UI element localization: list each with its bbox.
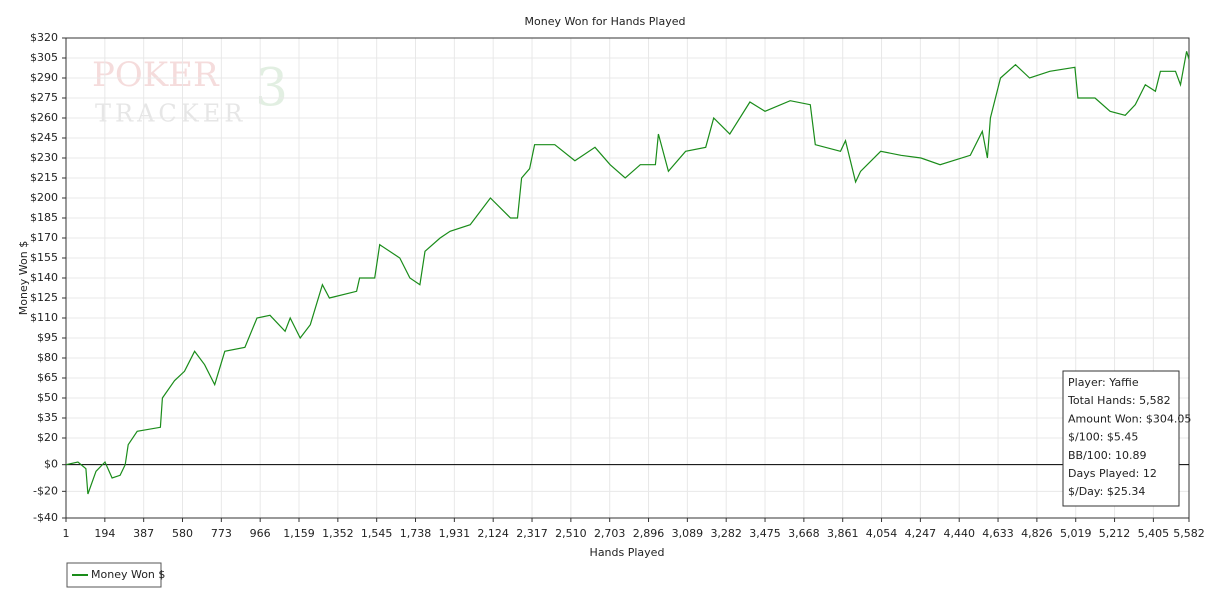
- y-axis-label: Money Won $: [17, 241, 30, 315]
- x-tick-label: 1: [63, 527, 70, 540]
- x-tick-label: 5,582: [1173, 527, 1205, 540]
- y-tick-label: $170: [30, 231, 58, 244]
- y-tick-label: $275: [30, 91, 58, 104]
- y-tick-label: $155: [30, 251, 58, 264]
- y-tick-label: $50: [37, 391, 58, 404]
- x-tick-label: 5,405: [1138, 527, 1170, 540]
- x-tick-label: 5,019: [1060, 527, 1092, 540]
- y-tick-label: $125: [30, 291, 58, 304]
- x-tick-label: 2,124: [477, 527, 509, 540]
- x-tick-label: 2,896: [633, 527, 665, 540]
- plot-frame: [65, 37, 1190, 519]
- x-tick-label: 387: [133, 527, 154, 540]
- x-tick-label: 3,089: [672, 527, 704, 540]
- x-tick-label: 2,510: [555, 527, 587, 540]
- x-tick-label: 1,352: [322, 527, 354, 540]
- x-tick-label: 2,317: [516, 527, 548, 540]
- y-tick-label: $65: [37, 371, 58, 384]
- y-tick-label: $185: [30, 211, 58, 224]
- y-tick-label: $35: [37, 411, 58, 424]
- x-tick-label: 966: [250, 527, 271, 540]
- x-tick-label: 1,931: [439, 527, 471, 540]
- chart-title: Money Won for Hands Played: [525, 15, 686, 28]
- x-tick-label: 4,826: [1021, 527, 1053, 540]
- y-tick-label: $110: [30, 311, 58, 324]
- y-tick-label: $290: [30, 71, 58, 84]
- x-tick-label: 4,054: [866, 527, 898, 540]
- y-tick-label: $140: [30, 271, 58, 284]
- info-text: Player: Yaffie: [1068, 376, 1139, 389]
- x-tick-label: 4,247: [905, 527, 937, 540]
- data-line: [65, 51, 1190, 495]
- y-tick-label: $0: [44, 458, 58, 471]
- watermark: POKER TRACKER 3: [92, 55, 288, 128]
- watermark-text: POKER: [92, 55, 220, 95]
- x-tick-label: 3,475: [749, 527, 781, 540]
- x-tick-label: 1,159: [283, 527, 315, 540]
- x-tick-label: 2,703: [594, 527, 626, 540]
- y-tick-label: $95: [37, 331, 58, 344]
- info-text: $/100: $5.45: [1068, 431, 1138, 444]
- info-text: Days Played: 12: [1068, 467, 1157, 480]
- y-tick-label: $260: [30, 111, 58, 124]
- info-box: [1062, 370, 1180, 507]
- x-tick-label: 1,738: [400, 527, 432, 540]
- info-text: Total Hands: 5,582: [1067, 394, 1171, 407]
- x-tick-label: 4,440: [943, 527, 975, 540]
- watermark-text: TRACKER: [95, 100, 246, 128]
- x-tick-label: 194: [94, 527, 115, 540]
- y-tick-label: $200: [30, 191, 58, 204]
- info-text: Amount Won: $304.05: [1068, 412, 1191, 425]
- y-tick-label: -$40: [33, 511, 58, 524]
- x-tick-label: 3,668: [788, 527, 820, 540]
- y-tick-label: $320: [30, 31, 58, 44]
- y-tick-label: $305: [30, 51, 58, 64]
- y-tick-label: $245: [30, 131, 58, 144]
- y-tick-label: $20: [37, 431, 58, 444]
- x-tick-label: 4,633: [982, 527, 1014, 540]
- x-tick-label: 773: [211, 527, 232, 540]
- y-tick-label: $80: [37, 351, 58, 364]
- x-tick-label: 1,545: [361, 527, 393, 540]
- info-text: BB/100: 10.89: [1068, 449, 1147, 462]
- y-tick-label: -$20: [33, 484, 58, 497]
- info-text: $/Day: $25.34: [1068, 485, 1145, 498]
- x-tick-label: 3,861: [827, 527, 859, 540]
- legend-label: Money Won $: [91, 568, 165, 581]
- y-tick-label: $230: [30, 151, 58, 164]
- x-axis-label: Hands Played: [590, 546, 665, 559]
- y-tick-label: $215: [30, 171, 58, 184]
- x-tick-label: 5,212: [1099, 527, 1131, 540]
- x-tick-label: 3,282: [710, 527, 742, 540]
- x-tick-label: 580: [172, 527, 193, 540]
